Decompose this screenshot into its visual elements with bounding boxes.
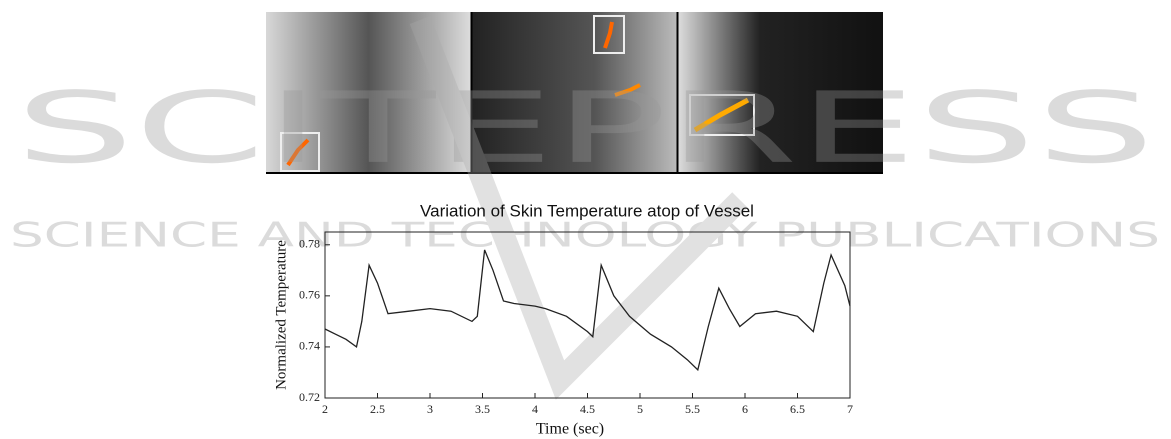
image-panel bbox=[472, 12, 677, 173]
y-axis-label: Normalized Temperature bbox=[273, 240, 289, 390]
watermark-brand: SCITEPRESS bbox=[15, 72, 1155, 186]
x-tick-label: 2 bbox=[322, 402, 328, 416]
watermark-tagline: SCIENCE AND TECHNOLOGY PUBLICATIONS bbox=[10, 216, 1160, 256]
x-tick-label: 5 bbox=[637, 402, 643, 416]
x-tick-label: 3.5 bbox=[475, 402, 490, 416]
watermark: SCITEPRESS SCIENCE AND TECHNOLOGY PUBLIC… bbox=[10, 16, 1160, 400]
image-panel bbox=[678, 12, 883, 173]
plot-frame bbox=[324, 231, 851, 399]
y-tick-label: 0.78 bbox=[299, 237, 320, 251]
x-tick-label: 5.5 bbox=[685, 402, 700, 416]
x-tick-label: 4.5 bbox=[580, 402, 595, 416]
thermal-images bbox=[266, 12, 883, 174]
line-series bbox=[324, 249, 851, 372]
y-tick-label: 0.72 bbox=[299, 390, 320, 404]
x-tick-label: 3 bbox=[427, 402, 433, 416]
y-tick-label: 0.76 bbox=[299, 288, 320, 302]
x-axis-label: Time (sec) bbox=[536, 421, 604, 438]
x-tick-label: 6 bbox=[742, 402, 748, 416]
x-tick-label: 4 bbox=[532, 402, 538, 416]
y-tick-label: 0.74 bbox=[299, 339, 320, 353]
x-tick-label: 7 bbox=[847, 402, 853, 416]
x-tick-label: 2.5 bbox=[370, 402, 385, 416]
chart-title: Variation of Skin Temperature atop of Ve… bbox=[420, 201, 754, 220]
x-tick-label: 6.5 bbox=[790, 402, 805, 416]
